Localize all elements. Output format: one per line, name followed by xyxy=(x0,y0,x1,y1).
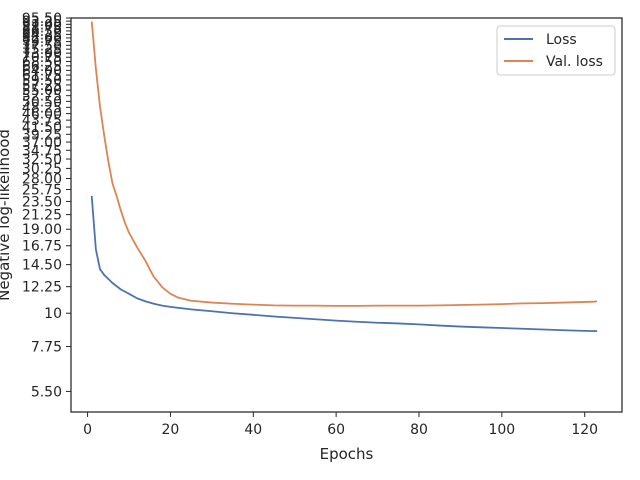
series-line-1 xyxy=(90,21,598,307)
y-tick-label: 10 xyxy=(44,306,62,322)
y-tick-label: 39.25 xyxy=(22,127,62,143)
plot-area xyxy=(70,17,623,413)
y-axis: 5.50 7.75 10 12.25 14.50 16.7519.0021.2523.50… xyxy=(22,11,71,400)
x-tick-label: 100 xyxy=(488,422,515,438)
y-tick-label: 70.75 xyxy=(22,50,62,66)
y-tick-label: 50.50 xyxy=(22,94,62,110)
legend-label-val-loss: Val. loss xyxy=(546,54,603,70)
y-tick-label: 32.50 xyxy=(22,152,62,168)
y-tick-label: 61.75 xyxy=(22,68,62,84)
y-tick-label: 48.25 xyxy=(22,100,62,116)
y-tick-label: 79.75 xyxy=(22,35,62,51)
y-tick-label: 46.00 xyxy=(22,107,62,123)
y-tick-label: 25.75 xyxy=(22,182,62,198)
x-tick-label: 0 xyxy=(83,422,92,438)
y-tick-label: 14.50 xyxy=(22,258,62,274)
y-tick-label: 75.25 xyxy=(22,42,62,58)
y-tick-label: 43.75 xyxy=(22,113,62,129)
x-tick-label: 40 xyxy=(244,422,262,438)
y-tick-label: 77.50 xyxy=(22,38,62,54)
y-tick-label: 57.25 xyxy=(22,78,62,94)
y-tick-label: 19.00 xyxy=(22,222,62,238)
series-line-0 xyxy=(90,195,598,333)
y-tick-label: 64.00 xyxy=(22,63,62,79)
y-axis-label: Negative log-likelihood xyxy=(0,129,13,301)
y-tick-label: 95.50 xyxy=(22,11,62,27)
y-tick-label: 21.25 xyxy=(22,208,62,224)
legend-label-loss: Loss xyxy=(546,32,577,48)
x-tick-label: 80 xyxy=(410,422,428,438)
y-tick-label: 93.25 xyxy=(22,14,62,30)
y-tick-label: 73.00 xyxy=(22,46,62,62)
y-tick-label: 59.50 xyxy=(22,73,62,89)
y-tick-label: 52.75 xyxy=(22,89,62,105)
x-axis: 0 20 40 60 80 100 120 xyxy=(83,412,598,438)
y-tick-label: 34.75 xyxy=(22,143,62,159)
series-layer xyxy=(90,21,598,333)
y-tick-label: 12.25 xyxy=(22,280,62,296)
y-tick-label: 41.50 xyxy=(22,120,62,136)
y-tick-label: 66.25 xyxy=(22,59,62,75)
x-tick-label: 120 xyxy=(571,422,598,438)
y-tick-label: 30.25 xyxy=(22,161,62,177)
y-tick-label: 82.00 xyxy=(22,31,62,47)
y-tick-label: 28.00 xyxy=(22,172,62,188)
x-axis-label: Epochs xyxy=(320,445,374,463)
y-tick-label: 7.75 xyxy=(31,340,62,356)
x-tick-label: 60 xyxy=(327,422,345,438)
y-tick-label: 23.50 xyxy=(22,194,62,210)
y-tick-label: 55.00 xyxy=(22,83,62,99)
x-tick-label: 20 xyxy=(162,422,180,438)
y-tick-label: 84.25 xyxy=(22,27,62,43)
y-tick-label: 68.50 xyxy=(22,54,62,70)
y-tick-label: 16.75 xyxy=(22,239,62,255)
y-tick-label: 88.75 xyxy=(22,21,62,37)
y-tick-label: 91.00 xyxy=(22,17,62,33)
y-tick-label: 86.50 xyxy=(22,24,62,40)
y-tick-label: 5.50 xyxy=(31,384,62,400)
y-tick-label: 37.00 xyxy=(22,135,62,151)
legend: Loss Val. loss xyxy=(496,25,616,76)
